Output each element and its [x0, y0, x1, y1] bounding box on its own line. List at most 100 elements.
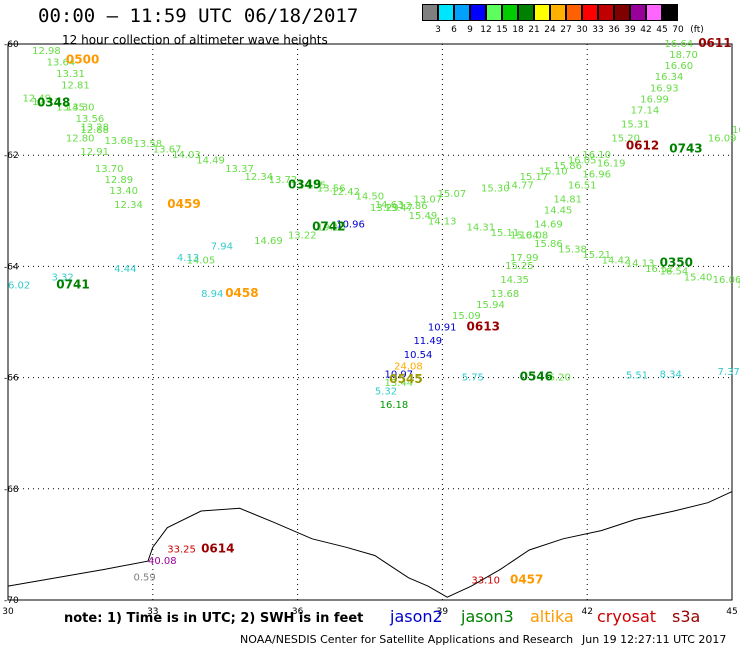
swh-value-label: 15.86: [534, 239, 563, 250]
pass-time-label: 0545: [389, 372, 422, 386]
swh-value-label: 17.99: [510, 253, 539, 264]
swh-value-label: 13.28: [80, 123, 109, 134]
x-tick-label: 45: [726, 607, 737, 617]
swh-value-label: 16.62: [732, 125, 740, 136]
colorbar-label: 18: [512, 25, 524, 35]
swh-value-label: 15.07: [438, 189, 467, 200]
x-tick-label: 42: [581, 607, 592, 617]
swh-value-label: 13.44: [384, 378, 413, 389]
swh-value-label: 14.42: [602, 256, 631, 267]
swh-value-label: 13.56: [76, 114, 105, 125]
swh-value-label: 15.04: [510, 231, 539, 242]
swh-value-label: 14.81: [553, 194, 582, 205]
swh-value-label: 12.89: [105, 175, 134, 186]
swh-value-label: 13.68: [491, 289, 520, 300]
satellite-legend-altika: altika: [530, 607, 574, 626]
swh-value-label: 8.34: [660, 370, 682, 381]
swh-value-label: 10.54: [404, 350, 433, 361]
pass-time-label: 0613: [467, 319, 500, 333]
swh-value-label: 15.30: [481, 183, 510, 194]
swh-value-label: 14.35: [500, 275, 529, 286]
y-tick-label: -70: [4, 596, 19, 606]
generated-timestamp: Jun 19 12:27:11 UTC 2017: [582, 633, 727, 646]
pass-time-label: 0348: [37, 95, 70, 109]
map-frame: [7, 43, 733, 601]
swh-value-label: 13.37: [225, 164, 254, 175]
swh-value-label: 12.80: [66, 133, 95, 144]
satellite-legend-s3a: s3a: [672, 607, 701, 626]
swh-value-label: 13.70: [95, 164, 124, 175]
y-tick-label: -66: [4, 374, 19, 384]
pass-time-label: 0611: [698, 36, 731, 50]
swh-value-label: 13.72: [269, 175, 298, 186]
pass-time-label: 0500: [66, 52, 99, 66]
map-title: 00:00 – 11:59 UTC 06/18/2017: [38, 5, 359, 27]
pass-time-label: 0614: [201, 542, 234, 556]
pass-time-label: 0742: [312, 219, 345, 233]
swh-value-label: 16.10: [582, 150, 611, 161]
swh-value-label: 5.32: [375, 386, 397, 397]
swh-value-label: 14.77: [505, 181, 534, 192]
pass-time-label: 0349: [288, 178, 321, 192]
colorbar-label: 33: [592, 25, 604, 35]
swh-value-label: 19.10: [317, 222, 346, 233]
colorbar-cell: [534, 4, 550, 21]
swh-value-label: 13.47: [384, 203, 413, 214]
swh-value-label: 15.47: [737, 280, 740, 291]
swh-value-label: 11.49: [413, 336, 442, 347]
colorbar-cell: [486, 4, 502, 21]
colorbar-label: 42: [640, 25, 652, 35]
y-tick-label: -62: [4, 151, 19, 161]
swh-value-label: 16.93: [650, 83, 679, 94]
pass-time-label: 0458: [225, 286, 258, 300]
x-tick-label: 36: [292, 607, 304, 617]
colorbar-unit: (ft): [690, 25, 704, 35]
swh-value-label: 33.25: [167, 545, 196, 556]
swh-value-label: 13.67: [153, 144, 182, 155]
x-tick-label: 33: [147, 607, 158, 617]
colorbar-cell: [550, 4, 566, 21]
swh-value-label: 12.86: [399, 201, 428, 212]
swh-value-label: 12.91: [80, 147, 109, 158]
swh-value-label: 14.13: [428, 217, 457, 228]
swh-value-label: 15.10: [539, 167, 568, 178]
swh-value-label: 16.19: [597, 158, 626, 169]
swh-value-label: 8.94: [201, 289, 223, 300]
colorbar-cell: [614, 4, 630, 21]
swh-value-label: 4.13: [177, 253, 199, 264]
swh-value-label: 16.06: [713, 275, 740, 286]
pass-time-label: 0546: [520, 369, 553, 383]
swh-value-label: 14.03: [172, 150, 201, 161]
swh-value-label: 15.86: [553, 161, 582, 172]
swh-value-label: 13.07: [413, 194, 442, 205]
swh-value-label: 24.08: [394, 361, 423, 372]
swh-value-label: 13.56: [317, 183, 346, 194]
satellite-legend-jason3: jason3: [461, 607, 514, 626]
swh-value-label: 15.94: [476, 300, 505, 311]
swh-value-label: 6.20: [549, 372, 571, 383]
colorbar-cell: [630, 4, 646, 21]
swh-value-label: 15.38: [558, 245, 587, 256]
swh-value-label: 14.05: [298, 181, 327, 192]
pass-time-label: 0459: [167, 197, 200, 211]
swh-value-label: 10.97: [384, 370, 413, 381]
colorbar-cell: [662, 4, 678, 21]
colorbar-cell: [470, 4, 486, 21]
colorbar-cell: [582, 4, 598, 21]
colorbar-label: 27: [560, 25, 572, 35]
colorbar-cell: [438, 4, 454, 21]
swh-value-label: 13.31: [56, 69, 85, 80]
swh-value-label: 16.99: [640, 94, 669, 105]
swh-value-label: 15.09: [452, 311, 481, 322]
swh-value-label: 13.29: [370, 203, 399, 214]
swh-value-label: 17.14: [631, 106, 660, 117]
swh-value-label: 16.64: [664, 39, 693, 50]
x-tick-label: 39: [437, 607, 449, 617]
credit-text: NOAA/NESDIS Center for Satellite Applica…: [240, 633, 574, 646]
swh-value-label: 16.54: [660, 267, 689, 278]
swh-value-label: 14.50: [356, 192, 385, 203]
swh-value-label: 13.58: [133, 139, 162, 150]
pass-time-label: 0457: [510, 572, 543, 586]
swh-value-label: 14.49: [196, 156, 225, 167]
